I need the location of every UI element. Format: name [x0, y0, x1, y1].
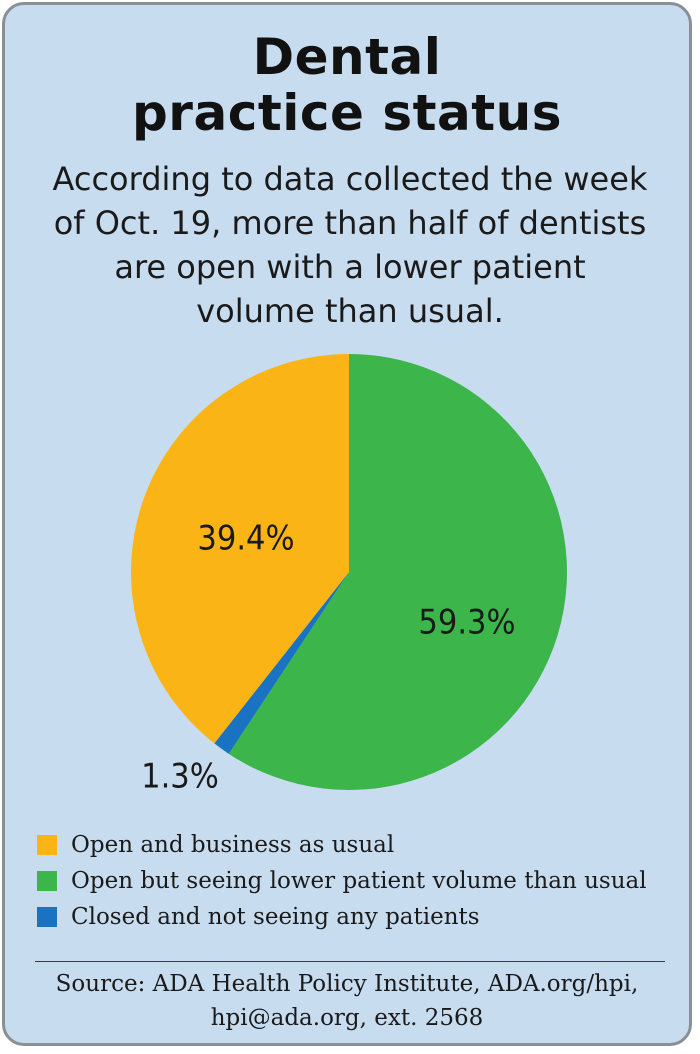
pie-slice: [228, 354, 567, 790]
subtitle-line-2: of Oct. 19, more than half of dentists: [53, 204, 647, 242]
source-line-1: Source: ADA Health Policy Institute, ADA…: [55, 971, 639, 997]
pie-slice-label: 1.3%: [141, 757, 219, 797]
legend-item-lower-volume: Open but seeing lower patient volume tha…: [37, 863, 677, 899]
chart-legend: Open and business as usual Open but seei…: [37, 827, 677, 935]
chart-subtitle: According to data collected the week of …: [25, 157, 675, 333]
legend-swatch: [37, 835, 57, 855]
subtitle-line-4: volume than usual.: [196, 292, 504, 330]
legend-swatch: [37, 871, 57, 891]
legend-item-business-as-usual: Open and business as usual: [37, 827, 677, 863]
subtitle-line-1: According to data collected the week: [52, 160, 648, 198]
subtitle-line-3: are open with a lower patient: [114, 248, 586, 286]
chart-title: Dental practice status: [5, 29, 689, 141]
title-line-2: practice status: [132, 84, 562, 142]
source-line-2: hpi@ada.org, ext. 2568: [210, 1005, 484, 1031]
legend-label: Open but seeing lower patient volume tha…: [71, 868, 647, 894]
source-note: Source: ADA Health Policy Institute, ADA…: [5, 967, 689, 1035]
pie-slice-label: 59.3%: [418, 603, 515, 643]
legend-swatch: [37, 907, 57, 927]
pie-slice: [214, 572, 349, 754]
legend-label: Open and business as usual: [71, 832, 395, 858]
pie-slice: [131, 354, 349, 744]
legend-label: Closed and not seeing any patients: [71, 904, 480, 930]
infographic-card: Dental practice status According to data…: [2, 2, 692, 1046]
source-divider: [35, 961, 665, 962]
title-line-1: Dental: [252, 28, 442, 86]
pie-slice-label: 39.4%: [197, 519, 294, 559]
legend-item-closed: Closed and not seeing any patients: [37, 899, 677, 935]
